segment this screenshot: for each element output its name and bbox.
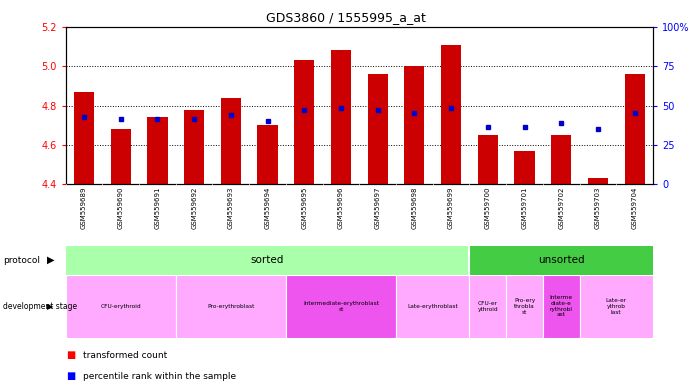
Text: GSM559693: GSM559693 <box>228 186 234 228</box>
Text: sorted: sorted <box>251 255 284 265</box>
Bar <box>514 151 535 184</box>
Bar <box>220 98 241 184</box>
Text: percentile rank within the sample: percentile rank within the sample <box>83 372 236 381</box>
Bar <box>176 275 286 338</box>
Text: GSM559704: GSM559704 <box>632 186 638 228</box>
Text: GSM559698: GSM559698 <box>411 186 417 228</box>
Bar <box>286 275 396 338</box>
Text: GSM559694: GSM559694 <box>265 186 271 228</box>
Text: development stage: development stage <box>3 302 77 311</box>
Bar <box>184 109 205 184</box>
Text: GDS3860 / 1555995_a_at: GDS3860 / 1555995_a_at <box>265 12 426 25</box>
Text: protocol: protocol <box>3 256 41 265</box>
Text: GSM559695: GSM559695 <box>301 186 307 228</box>
Bar <box>396 275 469 338</box>
Bar <box>66 275 176 338</box>
Bar <box>66 246 469 275</box>
Bar <box>111 129 131 184</box>
Bar <box>588 179 608 184</box>
Text: GSM559696: GSM559696 <box>338 186 344 228</box>
Bar <box>74 92 94 184</box>
Text: Pro-erythroblast: Pro-erythroblast <box>207 304 254 309</box>
Bar <box>625 74 645 184</box>
Bar <box>543 275 580 338</box>
Text: GSM559699: GSM559699 <box>448 186 454 228</box>
Text: GSM559703: GSM559703 <box>595 186 601 228</box>
Text: GSM559700: GSM559700 <box>485 186 491 228</box>
Text: Late-erythroblast: Late-erythroblast <box>408 304 458 309</box>
Bar <box>368 74 388 184</box>
Bar <box>469 246 653 275</box>
Bar <box>294 60 314 184</box>
Text: Late-er
ythrob
last: Late-er ythrob last <box>606 298 627 314</box>
Text: unsorted: unsorted <box>538 255 585 265</box>
Text: ▶: ▶ <box>47 255 55 265</box>
Text: GSM559690: GSM559690 <box>117 186 124 228</box>
Text: CFU-erythroid: CFU-erythroid <box>100 304 141 309</box>
Text: ▶: ▶ <box>47 302 53 311</box>
Bar <box>469 275 506 338</box>
Bar <box>477 135 498 184</box>
Bar <box>147 118 167 184</box>
Bar <box>404 66 424 184</box>
Text: GSM559692: GSM559692 <box>191 186 197 228</box>
Text: Interme
diate-e
rythrobl
ast: Interme diate-e rythrobl ast <box>549 295 573 318</box>
Text: CFU-er
ythroid: CFU-er ythroid <box>477 301 498 312</box>
Text: GSM559702: GSM559702 <box>558 186 565 228</box>
Bar <box>551 135 571 184</box>
Text: GSM559689: GSM559689 <box>81 186 87 228</box>
Text: Pro-ery
throbla
st: Pro-ery throbla st <box>514 298 535 314</box>
Bar <box>441 45 461 184</box>
Bar <box>331 50 351 184</box>
Text: ■: ■ <box>66 371 75 381</box>
Text: GSM559691: GSM559691 <box>154 186 160 228</box>
Text: GSM559701: GSM559701 <box>522 186 527 228</box>
Text: transformed count: transformed count <box>83 351 167 360</box>
Text: ■: ■ <box>66 350 75 360</box>
Text: Intermediate-erythroblast
st: Intermediate-erythroblast st <box>303 301 379 312</box>
Text: GSM559697: GSM559697 <box>375 186 381 228</box>
Bar <box>580 275 653 338</box>
Bar <box>258 125 278 184</box>
Bar <box>506 275 543 338</box>
